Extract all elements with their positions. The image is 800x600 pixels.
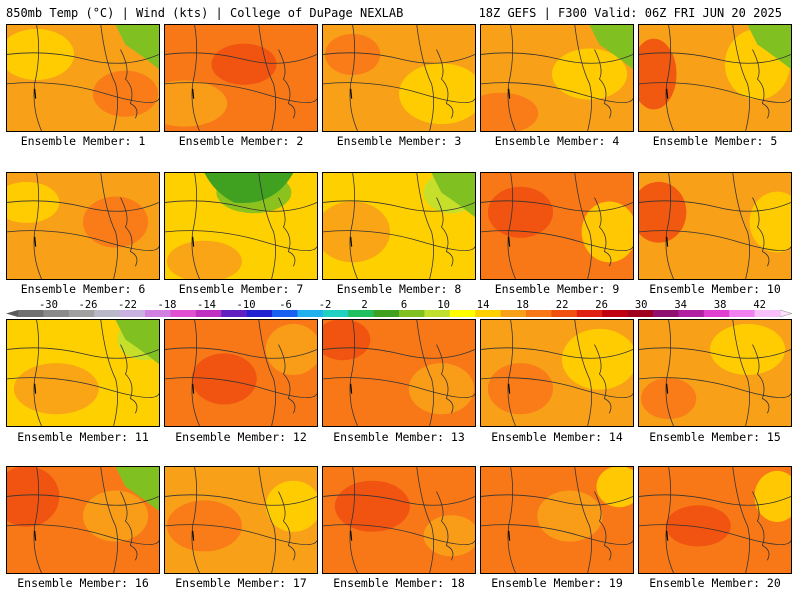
colorbar-segment <box>43 310 70 317</box>
colorbar-tick-label: 14 <box>477 299 490 311</box>
colorbar-segment <box>297 310 324 317</box>
ensemble-member-label: Ensemble Member: 11 <box>17 430 149 444</box>
ensemble-member-label: Ensemble Member: 10 <box>649 282 781 296</box>
colorbar-tick-label: -30 <box>39 299 58 311</box>
ensemble-member-label: Ensemble Member: 13 <box>333 430 465 444</box>
colorbar-segment <box>424 310 451 317</box>
temperature-colorbar: -30 -26 -22 -18 -14 -10 -6 -2 2 6 10 14 18 22 26 30 34 38… <box>6 299 792 318</box>
ensemble-map-panel <box>638 319 792 427</box>
colorbar-segment <box>18 310 44 317</box>
colorbar-segment <box>703 310 730 317</box>
colorbar-tick-label: -18 <box>158 299 177 311</box>
colorbar-segment <box>729 310 755 317</box>
header-title: 850mb Temp (°C) | Wind (kts) | College o… <box>6 6 404 20</box>
ensemble-member-label: Ensemble Member: 4 <box>494 134 620 148</box>
header-run-info: 18Z GEFS | F300 Valid: 06Z FRI JUN 20 20… <box>478 6 782 20</box>
colorbar-tick-label: -2 <box>319 299 332 311</box>
colorbar-right-arrow <box>779 309 792 318</box>
colorbar-segment <box>119 310 146 317</box>
colorbar-segment <box>399 310 425 317</box>
colorbar-segment <box>576 310 603 317</box>
ensemble-map-panel <box>6 24 160 132</box>
ensemble-member-label: Ensemble Member: 18 <box>333 576 465 590</box>
ensemble-member-label: Ensemble Member: 12 <box>175 430 307 444</box>
colorbar-segment <box>678 310 705 317</box>
ensemble-member-label: Ensemble Member: 16 <box>17 576 149 590</box>
ensemble-member-label: Ensemble Member: 19 <box>491 576 623 590</box>
colorbar-segment <box>551 310 578 317</box>
ensemble-map-panel <box>6 319 160 427</box>
colorbar-tick-label: 38 <box>714 299 727 311</box>
ensemble-member-label: Ensemble Member: 8 <box>336 282 462 296</box>
ensemble-member-label: Ensemble Member: 20 <box>649 576 781 590</box>
ensemble-map-panel <box>164 24 318 132</box>
colorbar-tick-label: 6 <box>401 299 407 311</box>
colorbar-tick-label: 34 <box>674 299 687 311</box>
ensemble-member-label: Ensemble Member: 6 <box>20 282 146 296</box>
colorbar-tick-label: -14 <box>197 299 216 311</box>
ensemble-map-panel <box>638 466 792 574</box>
colorbar-segment <box>221 310 247 317</box>
colorbar-segment <box>754 310 781 317</box>
colorbar-segment <box>94 310 120 317</box>
colorbar-segment <box>475 310 501 317</box>
ensemble-map-panel <box>322 172 476 280</box>
colorbar-tick-label: 26 <box>595 299 608 311</box>
ensemble-map-panel <box>638 24 792 132</box>
ensemble-member-label: Ensemble Member: 7 <box>178 282 304 296</box>
ensemble-member-label: Ensemble Member: 17 <box>175 576 307 590</box>
ensemble-member-label: Ensemble Member: 1 <box>20 134 146 148</box>
colorbar-left-arrow <box>6 310 18 317</box>
colorbar-segment <box>170 310 197 317</box>
colorbar-tick-label: -6 <box>279 299 292 311</box>
colorbar-segment <box>322 310 349 317</box>
colorbar-segment <box>449 310 476 317</box>
colorbar-segment <box>195 310 222 317</box>
ensemble-map-panel <box>322 319 476 427</box>
ensemble-member-label: Ensemble Member: 9 <box>494 282 620 296</box>
ensemble-member-label: Ensemble Member: 14 <box>491 430 623 444</box>
ensemble-member-label: Ensemble Member: 5 <box>652 134 778 148</box>
colorbar-segment <box>246 310 273 317</box>
ensemble-map-panel <box>480 172 634 280</box>
colorbar-tick-label: 42 <box>753 299 766 311</box>
ensemble-map-panel <box>164 172 318 280</box>
ensemble-member-label: Ensemble Member: 15 <box>649 430 781 444</box>
colorbar-tick-label: -10 <box>237 299 256 311</box>
ensemble-map-panel <box>164 319 318 427</box>
colorbar-segment <box>526 310 552 317</box>
colorbar-tick-label: 2 <box>361 299 367 311</box>
colorbar-segment <box>68 310 95 317</box>
colorbar-segment <box>145 310 171 317</box>
ensemble-map-panel <box>6 172 160 280</box>
ensemble-member-label: Ensemble Member: 2 <box>178 134 304 148</box>
ensemble-map-panel <box>480 319 634 427</box>
colorbar-segment <box>602 310 628 317</box>
colorbar-segment <box>627 310 654 317</box>
ensemble-map-panel <box>322 466 476 574</box>
colorbar-segment <box>500 310 527 317</box>
colorbar-segment <box>272 310 298 317</box>
colorbar-tick-label: 30 <box>635 299 648 311</box>
colorbar-segment <box>348 310 374 317</box>
colorbar-segment <box>653 310 679 317</box>
ensemble-map-panel <box>480 466 634 574</box>
ensemble-member-label: Ensemble Member: 3 <box>336 134 462 148</box>
colorbar-tick-label: -26 <box>79 299 98 311</box>
colorbar-tick-label: 22 <box>556 299 569 311</box>
colorbar-tick-label: -22 <box>118 299 137 311</box>
ensemble-map-panel <box>164 466 318 574</box>
ensemble-map-panel <box>638 172 792 280</box>
ensemble-map-panel <box>322 24 476 132</box>
ensemble-map-panel <box>6 466 160 574</box>
colorbar-tick-label: 10 <box>437 299 450 311</box>
colorbar-tick-label: 18 <box>516 299 529 311</box>
ensemble-map-panel <box>480 24 634 132</box>
colorbar-segment <box>373 310 400 317</box>
